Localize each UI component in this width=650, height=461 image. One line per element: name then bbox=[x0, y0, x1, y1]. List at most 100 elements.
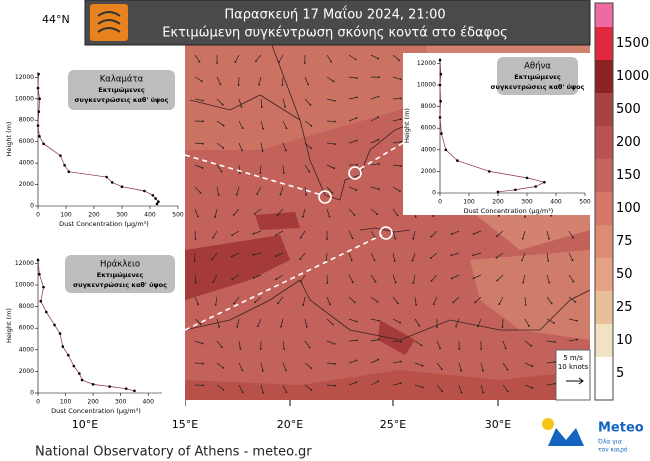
wind-arrow-head bbox=[222, 124, 225, 127]
inset-subtitle: συγκεντρώσεις καθ' ύψος bbox=[75, 96, 169, 104]
x-tick-label: 300 bbox=[116, 212, 128, 219]
wind-arrow-head bbox=[418, 324, 421, 327]
wind-arrow-head bbox=[377, 188, 380, 191]
wind-arrow bbox=[212, 274, 218, 283]
wind-arrow bbox=[370, 339, 379, 342]
wind-arrow bbox=[392, 382, 401, 386]
wind-arrow-head bbox=[222, 147, 225, 149]
wind-arrow bbox=[546, 361, 555, 364]
wind-arrow-head bbox=[350, 259, 353, 262]
wind-arrow bbox=[255, 54, 262, 62]
wind-arrow-head bbox=[214, 215, 217, 218]
wind-arrow bbox=[392, 208, 398, 216]
wind-arrow bbox=[496, 274, 504, 281]
wind-arrow bbox=[546, 296, 552, 304]
wind-arrow-head bbox=[550, 302, 553, 305]
wind-arrow bbox=[194, 208, 199, 217]
profile-point bbox=[124, 387, 128, 390]
wind-arrow bbox=[370, 359, 379, 364]
profile-point bbox=[110, 181, 114, 184]
wind-arrow bbox=[326, 164, 335, 169]
wind-arrow-head bbox=[477, 325, 479, 328]
wind-arrow-head bbox=[280, 325, 282, 328]
colorbar-segment bbox=[595, 93, 613, 126]
wind-arrow bbox=[326, 186, 333, 194]
wind-arrow-head bbox=[574, 300, 577, 303]
wind-arrow bbox=[370, 252, 375, 261]
profile-point bbox=[105, 175, 108, 179]
wind-arrow bbox=[216, 340, 223, 348]
wind-arrow-head bbox=[575, 319, 578, 322]
wind-arrow bbox=[299, 252, 306, 260]
wind-arrow bbox=[304, 318, 308, 327]
location-marker bbox=[318, 190, 332, 204]
colorbar-label: 200 bbox=[616, 135, 641, 150]
x-tick-label: 200 bbox=[492, 199, 504, 206]
wind-arrow bbox=[348, 186, 357, 191]
wind-arrow bbox=[480, 362, 484, 371]
wind-arrow-head bbox=[275, 234, 277, 236]
wind-arrow bbox=[277, 296, 284, 304]
wind-arrow bbox=[282, 362, 287, 371]
wind-arrow-head bbox=[252, 254, 255, 256]
wind-arrow bbox=[233, 208, 240, 216]
wind-arrow-head bbox=[299, 258, 301, 261]
wind-arrow-head bbox=[376, 300, 379, 303]
colorbar-label: 500 bbox=[616, 102, 641, 117]
wind-arrow bbox=[546, 252, 549, 261]
logo-mark bbox=[548, 428, 584, 446]
wind-arrow bbox=[414, 296, 417, 305]
wind-arrow-head bbox=[240, 105, 243, 108]
wind-arrow-head bbox=[524, 216, 527, 218]
wind-arrow-head bbox=[303, 62, 306, 64]
wind-arrow-head bbox=[231, 234, 234, 237]
wind-arrow-head bbox=[309, 103, 312, 106]
wind-arrow-head bbox=[202, 142, 204, 145]
wind-arrow-head bbox=[374, 280, 377, 283]
profile-point bbox=[42, 142, 45, 146]
wind-arrow-head bbox=[355, 320, 358, 323]
wind-arrow bbox=[236, 186, 240, 195]
colorbar-segment bbox=[595, 291, 613, 324]
wind-arrow-head bbox=[277, 302, 279, 305]
colorbar-segment bbox=[595, 60, 613, 93]
wind-arrow bbox=[348, 296, 356, 303]
wind-arrow-head bbox=[398, 190, 401, 193]
wind-arrow bbox=[194, 318, 202, 325]
wind-arrow bbox=[238, 362, 243, 371]
lon-label: 10°E bbox=[72, 418, 98, 431]
wind-arrow-head bbox=[278, 61, 281, 63]
wind-arrow-head bbox=[256, 193, 259, 195]
x-tick-label: 300 bbox=[521, 199, 533, 206]
wind-arrow-head bbox=[400, 140, 402, 143]
wind-arrow bbox=[194, 296, 199, 305]
wind-arrow-head bbox=[430, 279, 433, 282]
colorbar-label: 100 bbox=[616, 201, 641, 216]
wind-arrow-head bbox=[241, 149, 244, 152]
wind-arrow bbox=[370, 163, 379, 166]
wind-arrow bbox=[414, 362, 423, 367]
wind-arrow-head bbox=[460, 391, 463, 394]
wind-arrow-head bbox=[220, 170, 223, 173]
wind-arrow-head bbox=[430, 235, 433, 238]
wind-arrow-head bbox=[331, 323, 334, 326]
wind-arrow-head bbox=[400, 165, 402, 167]
wind-arrow-head bbox=[231, 278, 234, 281]
wind-arrow bbox=[304, 98, 311, 106]
wind-arrow-head bbox=[285, 127, 288, 130]
x-axis-label: Dust Concentration (μg/m³) bbox=[51, 407, 141, 415]
wind-arrow-head bbox=[550, 214, 553, 217]
wind-arrow-head bbox=[452, 301, 455, 304]
wind-arrow-head bbox=[331, 192, 334, 194]
wind-arrow-head bbox=[308, 346, 311, 349]
wind-arrow-head bbox=[328, 215, 331, 218]
dust-patch bbox=[470, 250, 590, 340]
wind-arrow bbox=[433, 296, 438, 305]
wind-arrow-head bbox=[397, 302, 399, 305]
wind-arrow-head bbox=[334, 362, 336, 365]
profile-point bbox=[61, 345, 65, 348]
wind-arrow bbox=[282, 142, 287, 151]
x-tick-label: 400 bbox=[550, 199, 562, 206]
wind-arrow bbox=[348, 318, 357, 322]
wind-arrow-head bbox=[356, 163, 358, 166]
